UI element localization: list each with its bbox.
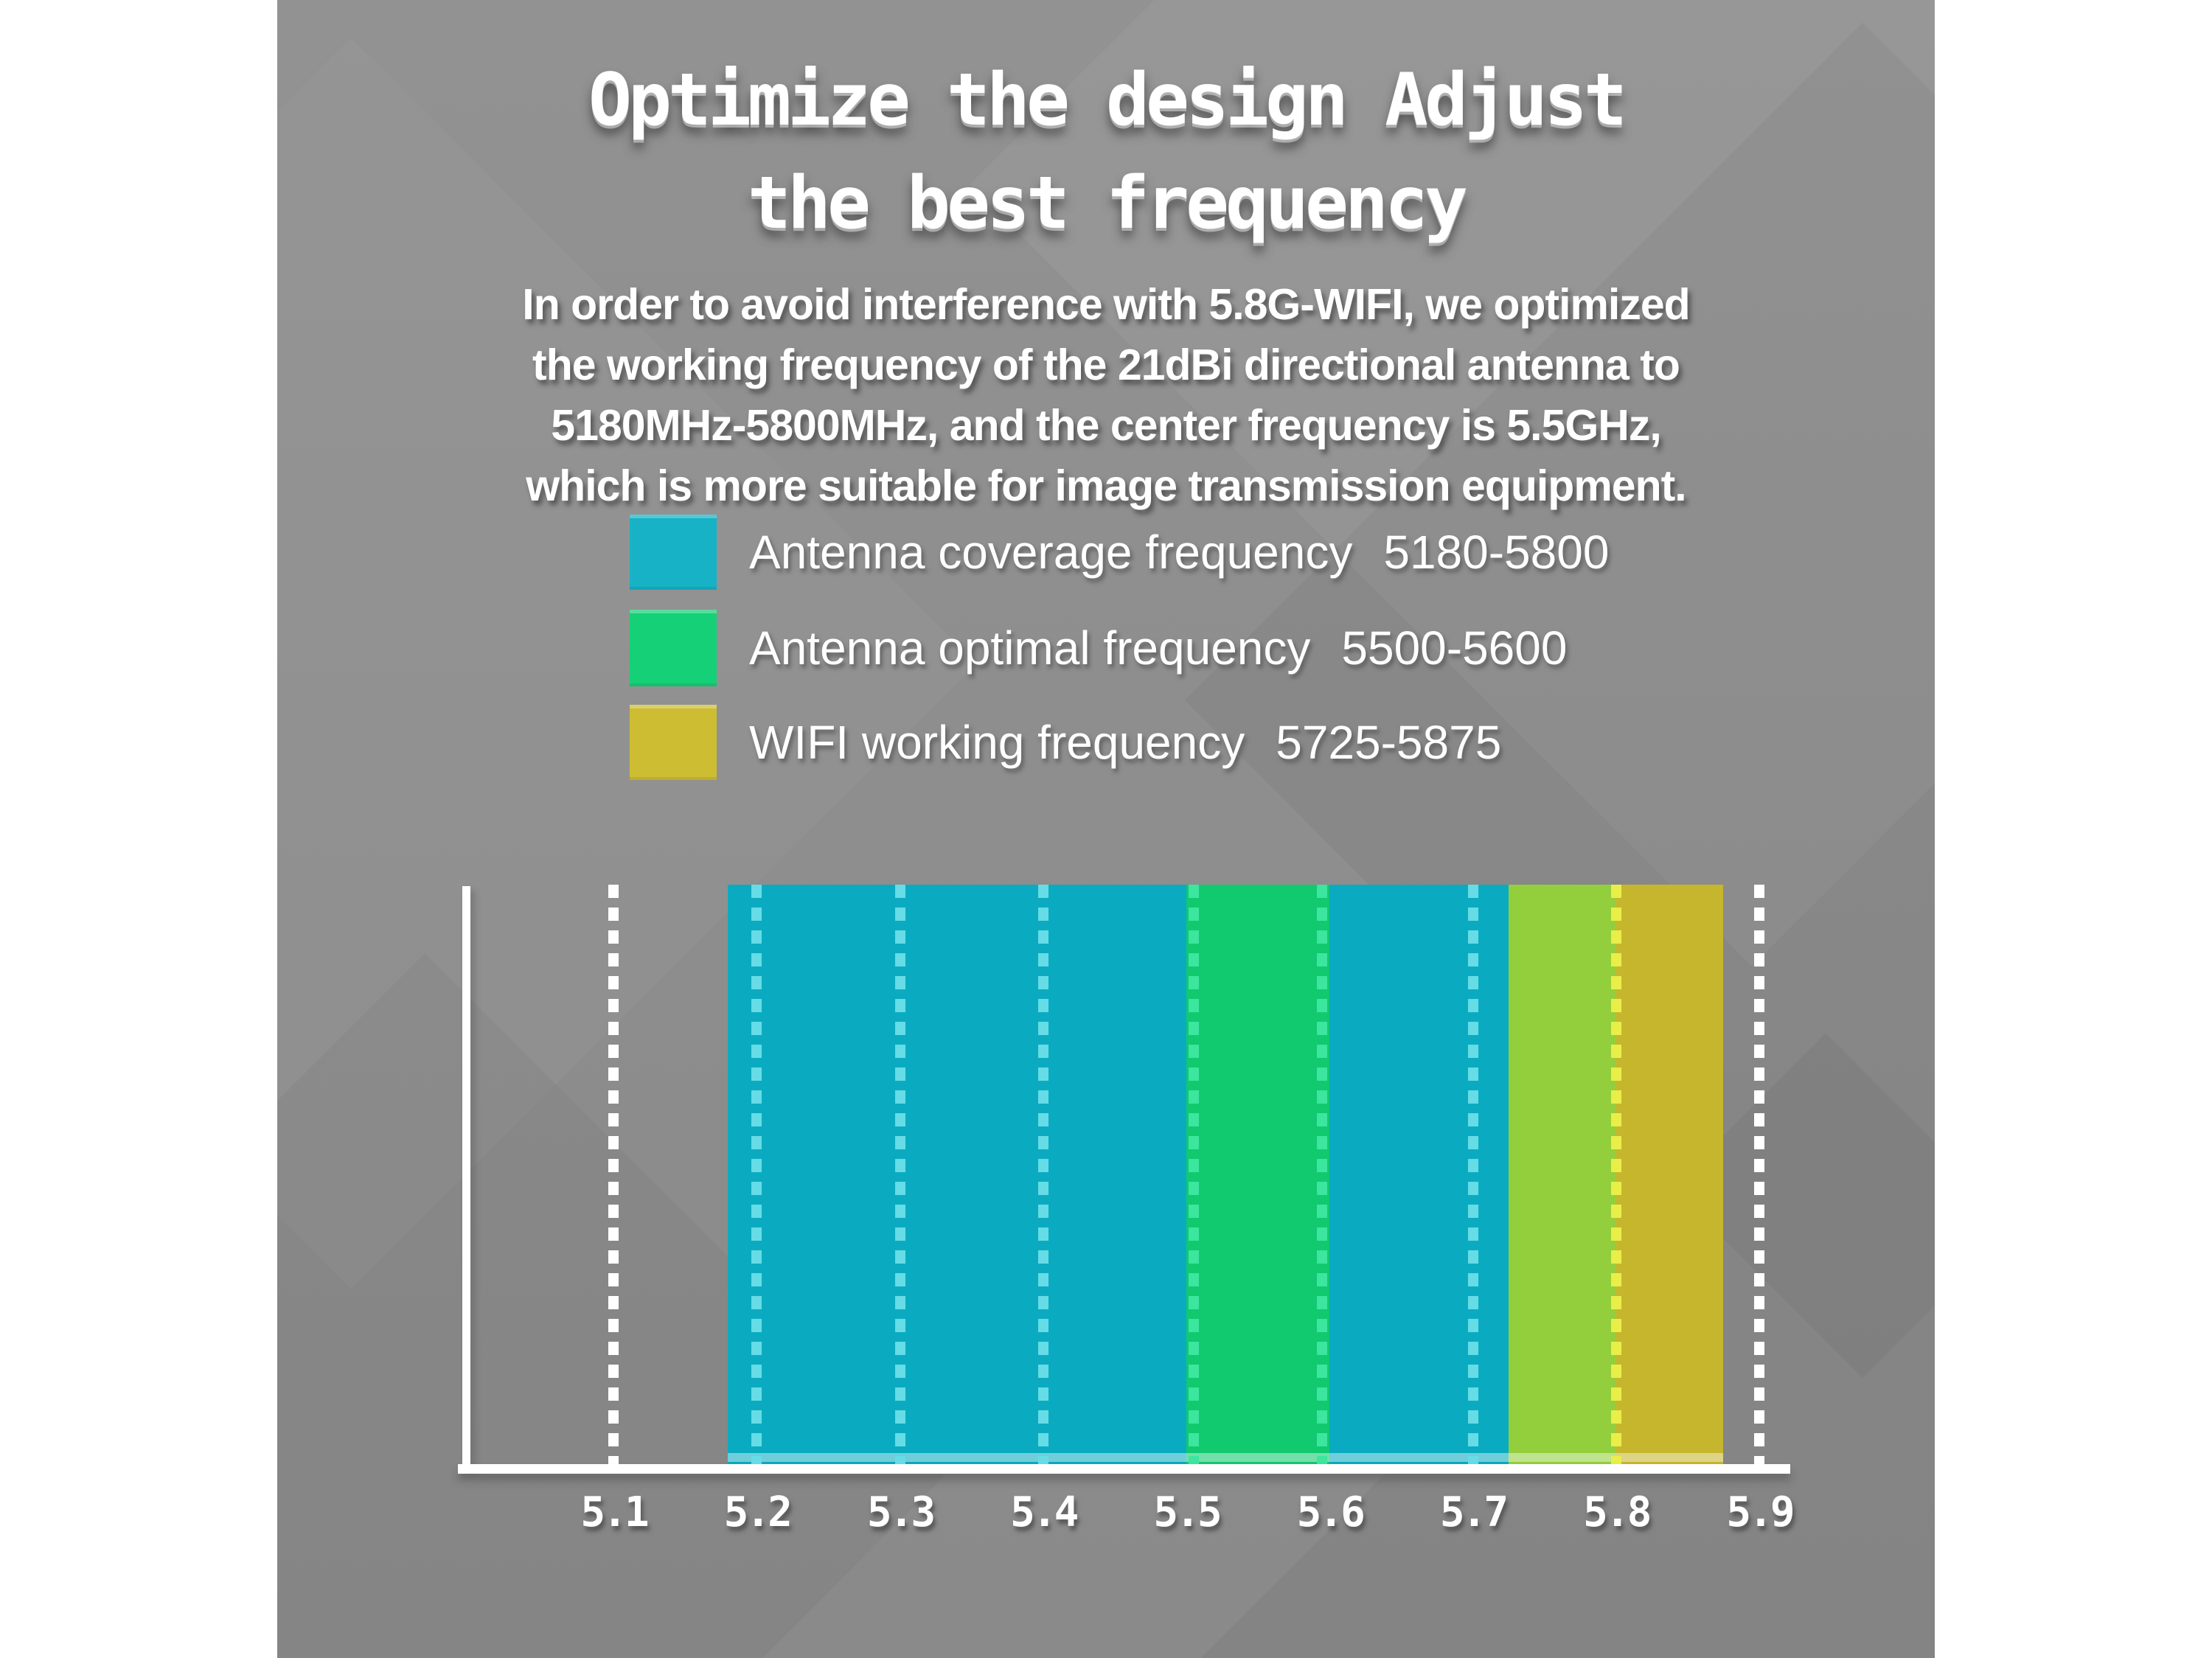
frequency-band — [1509, 885, 1616, 1465]
x-tick-label: 5.7 — [1439, 1488, 1509, 1536]
x-tick-label: 5.4 — [1010, 1488, 1079, 1536]
x-tick-label: 5.1 — [580, 1488, 649, 1536]
x-tick-label: 5.6 — [1296, 1488, 1366, 1536]
legend-item-optimal: Antenna optimal frequency 5500-5600 — [630, 610, 1567, 686]
legend-range: 5180-5800 — [1383, 526, 1610, 579]
frequency-band — [1615, 885, 1724, 1465]
frequency-band — [728, 885, 1186, 1465]
dashed-gridline — [1189, 885, 1199, 1465]
description-line: 5180MHz-5800MHz, and the center frequenc… — [551, 401, 1661, 450]
x-tick-label: 5.3 — [866, 1488, 936, 1536]
x-tick-label: 5.2 — [723, 1488, 793, 1536]
frequency-band — [1186, 885, 1330, 1465]
dashed-gridline — [1610, 885, 1621, 1465]
x-tick-label: 5.8 — [1583, 1488, 1652, 1536]
dashed-gridline — [608, 885, 619, 1465]
chart-y-axis-line — [462, 886, 470, 1469]
legend-swatch-wifi — [630, 705, 717, 780]
x-tick-label: 5.9 — [1726, 1488, 1795, 1536]
title-line-1: Optimize the design Adjust — [588, 58, 1627, 142]
legend-label: Antenna coverage frequency — [749, 526, 1353, 579]
description-line: which is more suitable for image transmi… — [526, 461, 1686, 510]
chart-x-axis-line — [458, 1464, 1790, 1474]
frequency-band — [1329, 885, 1509, 1465]
band-bottom-highlight — [728, 1453, 1724, 1462]
legend-item-wifi: WIFI working frequency 5725-5875 — [630, 705, 1501, 780]
legend-range: 5725-5875 — [1276, 716, 1502, 769]
legend-swatch-coverage — [630, 515, 717, 590]
dashed-gridline — [894, 885, 905, 1465]
legend-range: 5500-5600 — [1341, 621, 1568, 675]
dashed-gridline — [751, 885, 762, 1465]
page-title: Optimize the design Adjust the best freq… — [277, 49, 1935, 255]
description-line: In order to avoid interference with 5.8G… — [522, 280, 1690, 329]
dashed-gridline — [1037, 885, 1048, 1465]
dashed-gridline — [1317, 885, 1328, 1465]
x-tick-label: 5.5 — [1153, 1488, 1222, 1536]
legend-label: WIFI working frequency — [749, 716, 1245, 769]
description-line: the working frequency of the 21dBi direc… — [532, 341, 1680, 389]
title-line-2: the best frequency — [747, 161, 1468, 245]
dashed-gridline — [1754, 885, 1764, 1465]
legend-swatch-optimal — [630, 610, 717, 686]
legend-item-coverage: Antenna coverage frequency 5180-5800 — [630, 515, 1609, 590]
legend-label: Antenna optimal frequency — [749, 621, 1311, 675]
description-paragraph: In order to avoid interference with 5.8G… — [277, 274, 1935, 516]
dashed-gridline — [1467, 885, 1478, 1465]
